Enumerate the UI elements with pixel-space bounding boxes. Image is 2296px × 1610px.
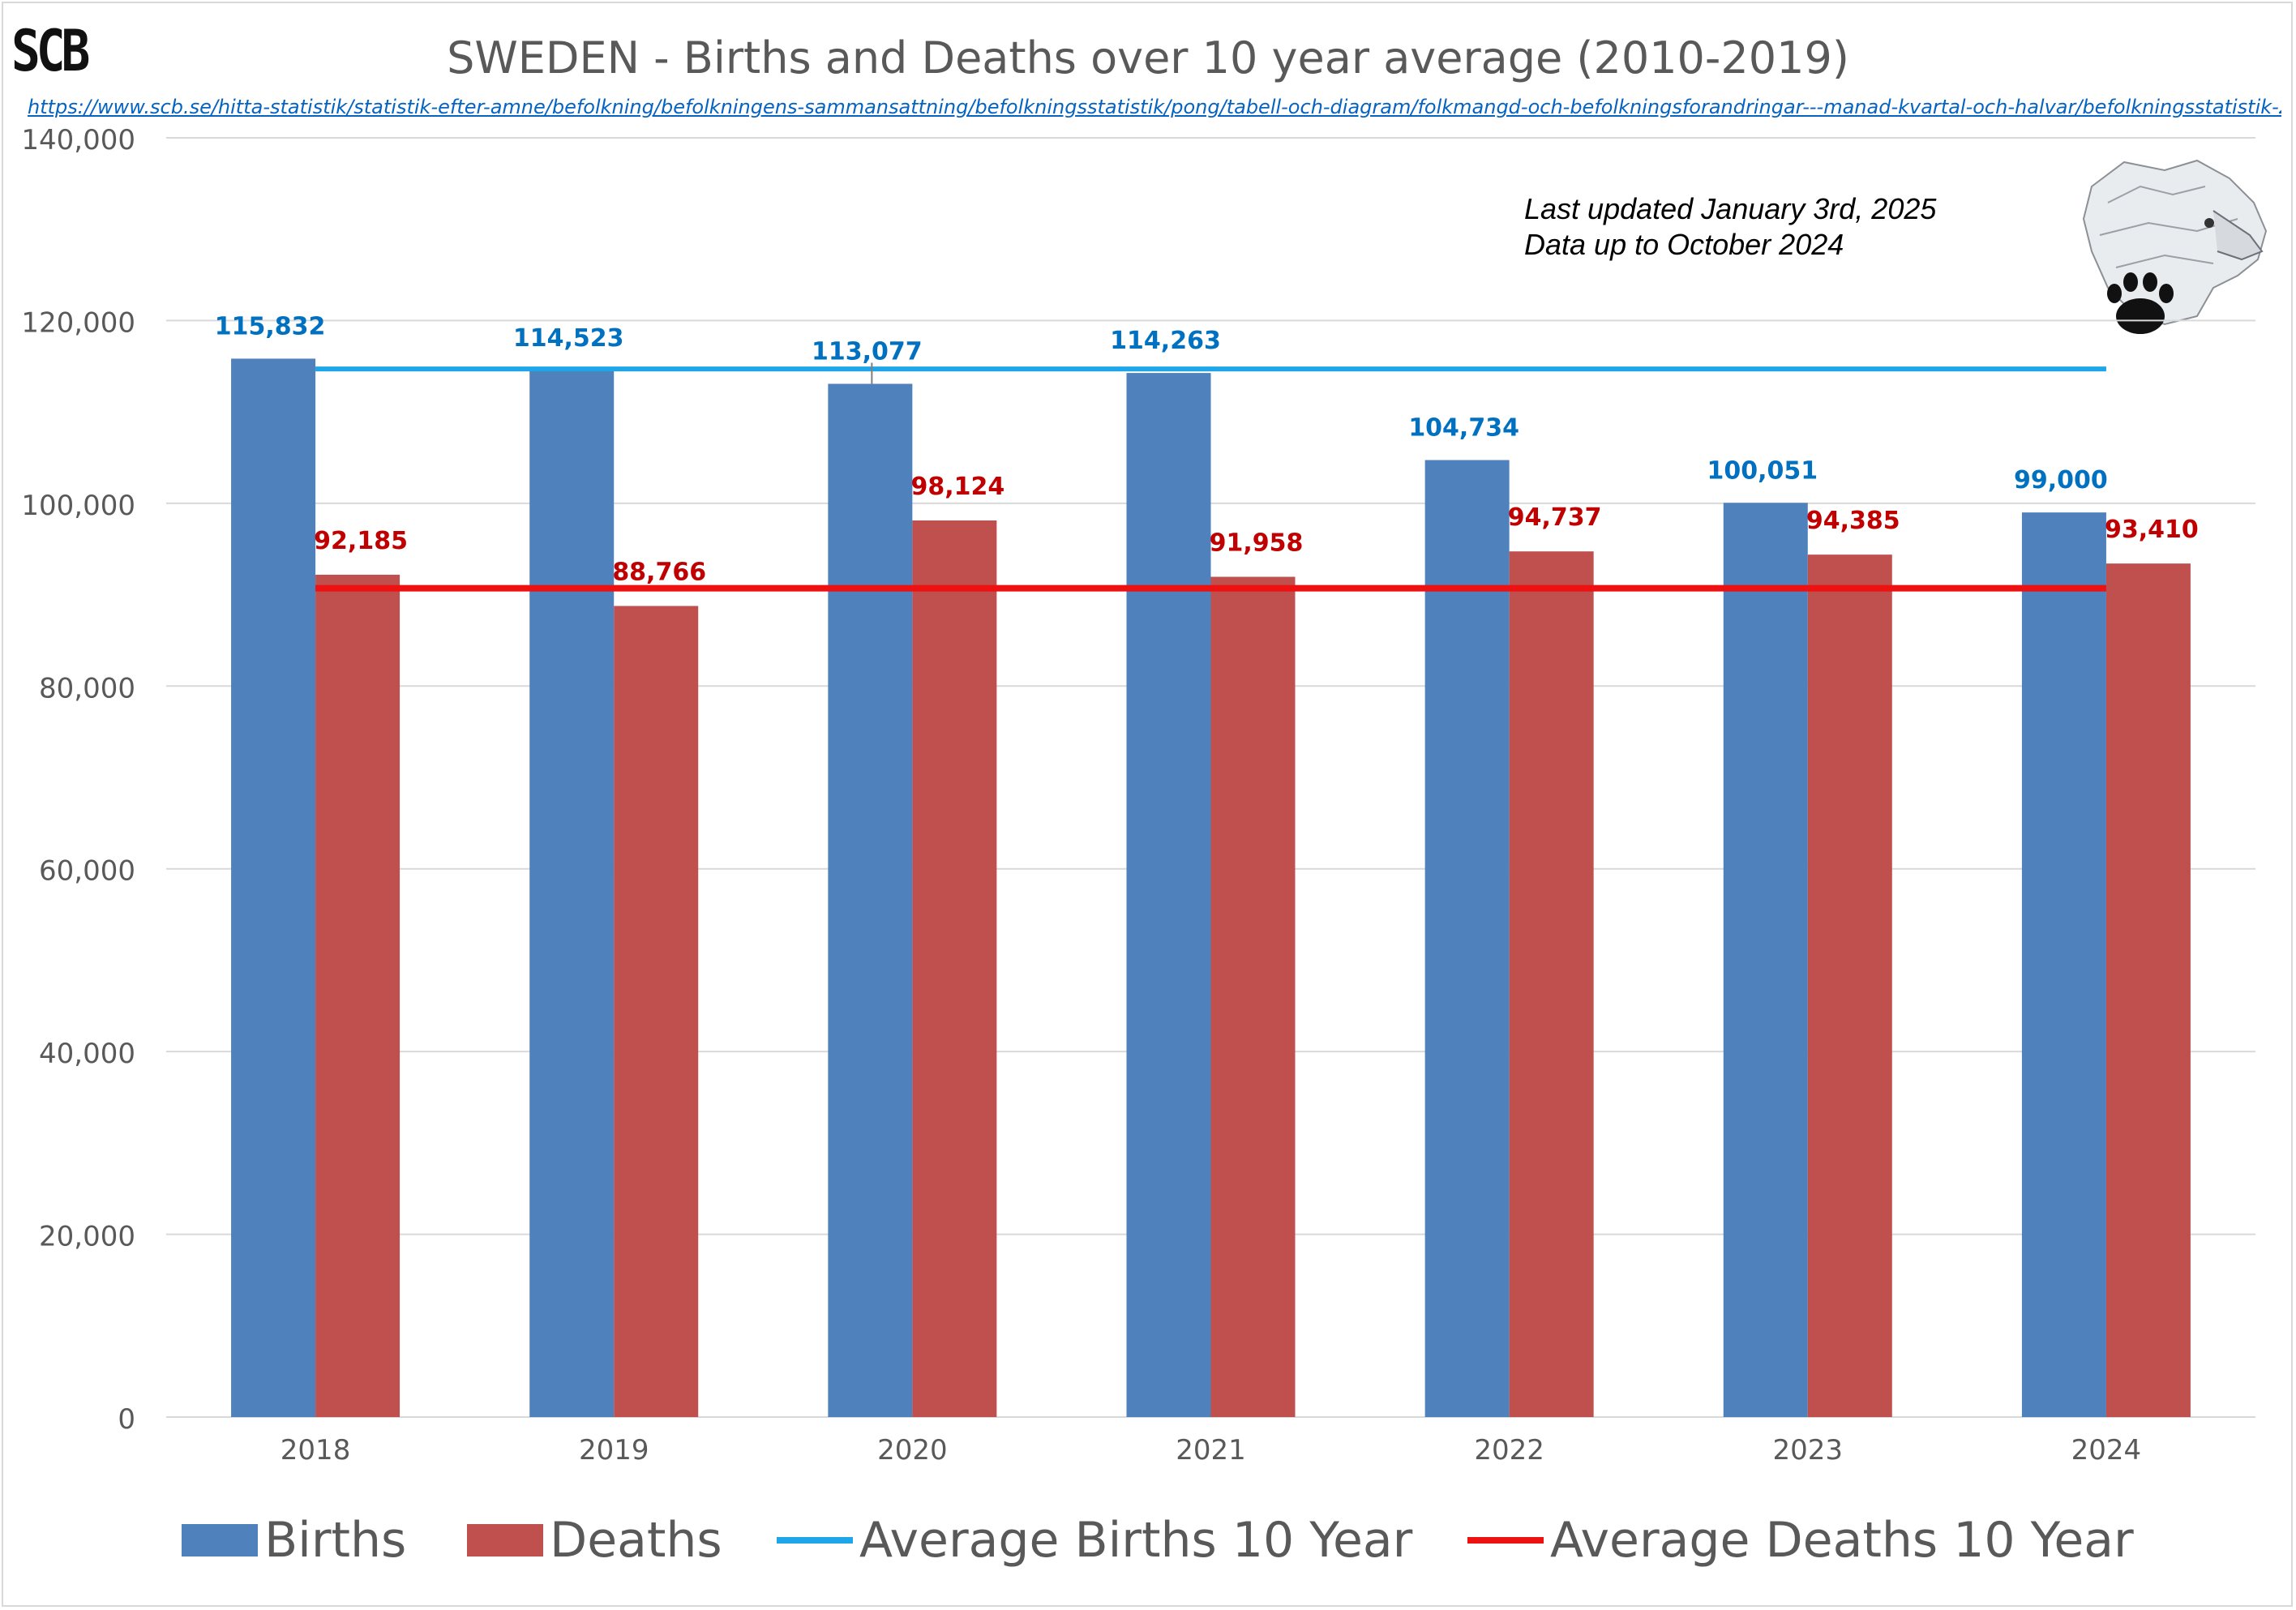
y-tick-label: 0	[118, 1403, 135, 1436]
bar-births-2021	[1126, 373, 1211, 1417]
x-tick-label: 2024	[2071, 1434, 2142, 1467]
update-note-line2: Data up to October 2024	[1524, 228, 1844, 261]
data-label-deaths-2024: 93,410	[2105, 516, 2199, 544]
x-tick-label: 2018	[281, 1434, 351, 1467]
data-label-births-2021: 114,263	[1110, 327, 1221, 355]
bar-births-2023	[1723, 503, 1808, 1418]
legend-label-births: Births	[264, 1512, 407, 1569]
data-label-births-2020: 113,077	[812, 337, 923, 366]
legend-item-avg-births[interactable]: Average Births 10 Year	[777, 1504, 1412, 1577]
bar-births-2024	[2021, 512, 2106, 1417]
data-labels: 115,832 92,185 114,523 88,766 113,077 98,124 1…	[215, 312, 2199, 586]
data-label-deaths-2019: 88,766	[612, 558, 706, 586]
source-link[interactable]: https://www.scb.se/hitta-statistik/stati…	[28, 96, 2281, 118]
data-label-deaths-2021: 91,958	[1210, 529, 1304, 558]
scb-logo: SCB	[11, 18, 90, 84]
bar-deaths-2020	[912, 520, 997, 1417]
data-label-deaths-2018: 92,185	[314, 527, 408, 555]
legend-swatch-births	[182, 1524, 258, 1556]
data-label-deaths-2020: 98,124	[910, 473, 1004, 501]
legend-swatch-deaths	[467, 1524, 543, 1556]
x-tick-label: 2023	[1773, 1434, 1844, 1467]
wolf-head-icon	[2082, 159, 2268, 334]
chart-title: SWEDEN - Births and Deaths over 10 year …	[447, 32, 1849, 83]
bar-births-2019	[529, 370, 615, 1417]
y-axis-ticks: 0 20,000 40,000 60,000 80,000 100,000 120,000 1…	[21, 124, 135, 1436]
bar-deaths-2024	[2105, 563, 2191, 1417]
data-label-births-2022: 104,734	[1408, 413, 1519, 442]
x-tick-label: 2020	[877, 1434, 948, 1467]
y-tick-label: 120,000	[21, 306, 135, 339]
y-tick-label: 20,000	[39, 1221, 135, 1253]
data-label-births-2023: 100,051	[1707, 456, 1818, 485]
legend-item-births[interactable]: Births	[182, 1504, 406, 1577]
legend-label-deaths: Deaths	[550, 1512, 722, 1569]
average-lines	[315, 366, 2106, 592]
update-note: Last updated January 3rd, 2025 Data up t…	[1524, 191, 1936, 263]
data-label-births-2024: 99,000	[2014, 466, 2108, 495]
legend-label-avg-births: Average Births 10 Year	[859, 1512, 1413, 1569]
legend-swatch-avg-births	[777, 1537, 853, 1544]
x-axis-ticks: 2018 2019 2020 2021 2022 2023 2024	[281, 1434, 2141, 1467]
x-tick-label: 2021	[1176, 1434, 1246, 1467]
bar-deaths-2018	[315, 574, 401, 1417]
bar-deaths-2023	[1807, 555, 1892, 1417]
bar-births-2020	[828, 383, 913, 1417]
legend-label-avg-deaths: Average Deaths 10 Year	[1550, 1512, 2134, 1569]
data-label-births-2018: 115,832	[215, 312, 326, 340]
y-tick-label: 80,000	[39, 672, 135, 704]
update-note-line1: Last updated January 3rd, 2025	[1524, 192, 1937, 225]
legend: Births Deaths Average Births 10 Year Ave…	[0, 1504, 2296, 1577]
bar-deaths-2022	[1509, 551, 1594, 1417]
data-label-deaths-2023: 94,385	[1806, 507, 1900, 535]
data-label-births-2019: 114,523	[513, 324, 624, 353]
bar-births-2018	[231, 358, 316, 1417]
data-label-deaths-2022: 94,737	[1508, 503, 1602, 532]
x-tick-label: 2019	[579, 1434, 649, 1467]
legend-item-deaths[interactable]: Deaths	[467, 1504, 722, 1577]
x-tick-label: 2022	[1474, 1434, 1544, 1467]
bar-deaths-2019	[614, 606, 699, 1417]
y-tick-label: 140,000	[21, 124, 135, 156]
bar-deaths-2021	[1210, 576, 1296, 1417]
bar-births-2022	[1424, 460, 1510, 1417]
bars	[231, 358, 2191, 1418]
legend-swatch-avg-deaths	[1467, 1537, 1544, 1544]
y-tick-label: 100,000	[21, 490, 135, 522]
y-tick-label: 40,000	[39, 1038, 135, 1070]
legend-item-avg-deaths[interactable]: Average Deaths 10 Year	[1467, 1504, 2134, 1577]
y-tick-label: 60,000	[39, 855, 135, 888]
